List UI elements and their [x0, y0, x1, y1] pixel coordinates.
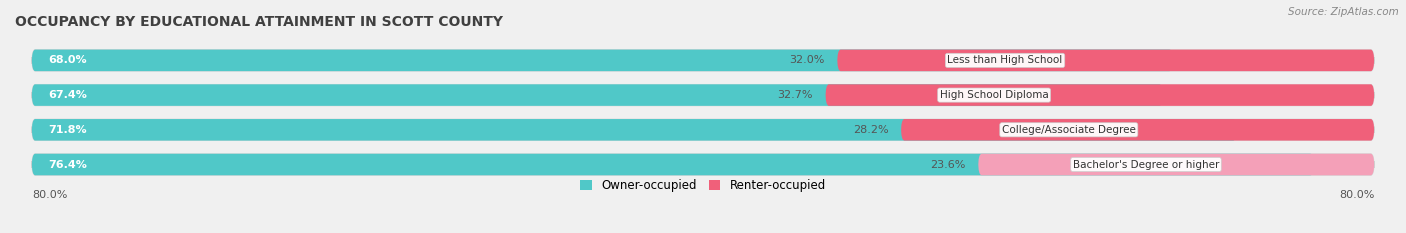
Text: 32.0%: 32.0% — [789, 55, 825, 65]
Text: Bachelor's Degree or higher: Bachelor's Degree or higher — [1073, 160, 1219, 170]
FancyBboxPatch shape — [32, 119, 1237, 140]
Text: 76.4%: 76.4% — [49, 160, 87, 170]
Text: 23.6%: 23.6% — [931, 160, 966, 170]
Text: 32.7%: 32.7% — [778, 90, 813, 100]
Text: High School Diploma: High School Diploma — [939, 90, 1049, 100]
Text: 68.0%: 68.0% — [49, 55, 87, 65]
FancyBboxPatch shape — [979, 154, 1374, 175]
FancyBboxPatch shape — [837, 50, 1374, 71]
Text: 67.4%: 67.4% — [49, 90, 87, 100]
FancyBboxPatch shape — [32, 50, 1374, 71]
Text: Source: ZipAtlas.com: Source: ZipAtlas.com — [1288, 7, 1399, 17]
FancyBboxPatch shape — [32, 119, 1374, 140]
Text: 28.2%: 28.2% — [853, 125, 889, 135]
FancyBboxPatch shape — [32, 154, 1374, 175]
Text: 71.8%: 71.8% — [49, 125, 87, 135]
Text: 80.0%: 80.0% — [1339, 189, 1374, 199]
FancyBboxPatch shape — [901, 119, 1374, 140]
Text: OCCUPANCY BY EDUCATIONAL ATTAINMENT IN SCOTT COUNTY: OCCUPANCY BY EDUCATIONAL ATTAINMENT IN S… — [15, 15, 503, 29]
FancyBboxPatch shape — [825, 84, 1374, 106]
FancyBboxPatch shape — [32, 84, 1374, 106]
Text: Less than High School: Less than High School — [948, 55, 1063, 65]
FancyBboxPatch shape — [32, 50, 1173, 71]
FancyBboxPatch shape — [32, 154, 1313, 175]
Text: College/Associate Degree: College/Associate Degree — [1002, 125, 1136, 135]
FancyBboxPatch shape — [32, 84, 1163, 106]
Legend: Owner-occupied, Renter-occupied: Owner-occupied, Renter-occupied — [575, 175, 831, 197]
Text: 80.0%: 80.0% — [32, 189, 67, 199]
